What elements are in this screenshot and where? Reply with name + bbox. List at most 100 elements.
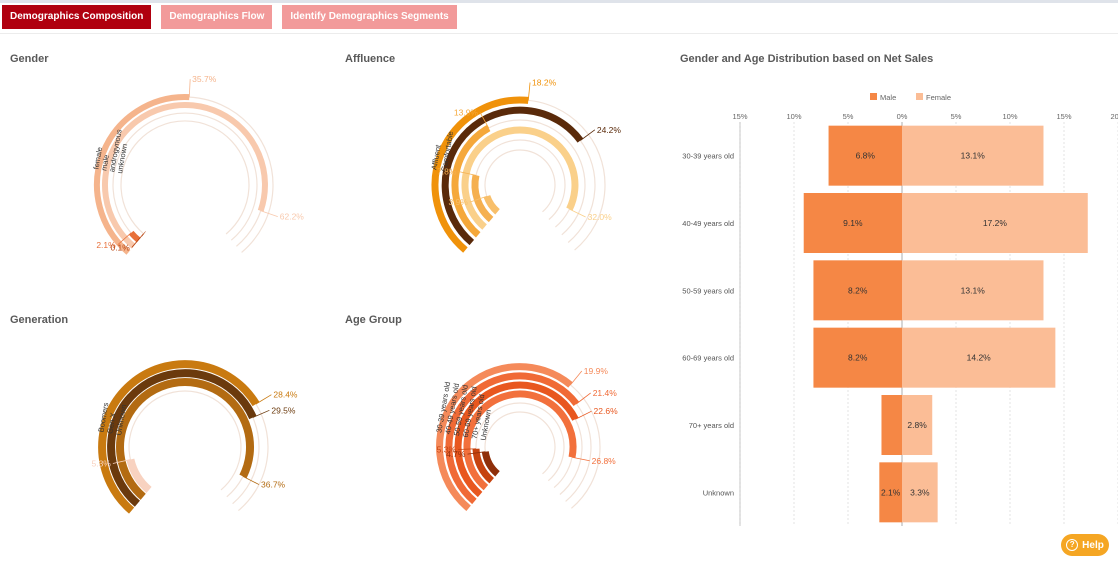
affluence-ring-track (484, 149, 556, 213)
generation-label-leader (242, 476, 260, 485)
category-label: Unknown (703, 488, 734, 497)
generation-ring-arc[interactable] (126, 458, 152, 493)
gender-label-leader (260, 210, 278, 217)
agegroup-ring-arc[interactable] (481, 451, 500, 477)
bar-male[interactable] (803, 193, 902, 253)
agegroup-label-leader (571, 456, 590, 462)
gender-category-label: female (91, 146, 104, 170)
gender-label-leader (117, 232, 132, 246)
agegroup-value-label: 5.3% (437, 444, 457, 454)
tab-separator (0, 33, 1118, 34)
affluence-radial-chart: 18.2%Affluent24.2%Comfortable13.9%32.0%7… (429, 77, 622, 253)
bar-female[interactable] (902, 260, 1044, 321)
bar-male-label: 6.8% (856, 151, 876, 161)
sheet-tabs: Demographics Composition Demographics Fl… (2, 5, 457, 29)
agegroup-label-leader (467, 451, 486, 455)
bar-male[interactable] (881, 395, 902, 455)
affluence-label-leader (469, 195, 487, 203)
agegroup-value-label: 21.4% (593, 388, 618, 398)
help-label: Help (1082, 539, 1104, 551)
gender-ring-arc[interactable] (93, 94, 190, 255)
bar-female[interactable] (902, 395, 933, 455)
legend-label-male: Male (880, 93, 896, 102)
top-border (0, 0, 1118, 3)
affluence-ring-arc[interactable] (451, 124, 491, 238)
agegroup-label-leader (576, 392, 591, 405)
category-label: 30-39 years old (682, 152, 734, 161)
gender-value-label: 35.7% (192, 74, 217, 84)
tab-demographics-composition[interactable]: Demographics Composition (2, 5, 152, 29)
category-label: 70+ years old (689, 421, 734, 430)
gender-ring-arc[interactable] (128, 230, 141, 243)
affluence-label-leader (580, 129, 596, 141)
agegroup-ring-arc[interactable] (454, 381, 579, 498)
affluence-value-label: 24.2% (597, 125, 622, 135)
bar-female[interactable] (902, 193, 1088, 253)
generation-value-label: 28.4% (273, 390, 298, 400)
bar-female[interactable] (902, 327, 1056, 388)
affluence-ring-arc[interactable] (441, 106, 584, 246)
legend-swatch-female (916, 93, 923, 100)
bar-male[interactable] (813, 260, 902, 321)
affluence-value-label: 32.0% (588, 212, 613, 222)
affluence-ring-arc[interactable] (461, 126, 579, 230)
agegroup-value-label: 22.6% (594, 406, 619, 416)
bar-female-label: 17.2% (983, 218, 1008, 228)
category-label: 40-49 years old (682, 219, 734, 228)
gender-value-label: 2.1% (96, 240, 116, 250)
generation-ring-arc[interactable] (107, 369, 257, 507)
x-tick-label: 10% (1002, 112, 1017, 121)
generation-category-label: Gen X (105, 412, 118, 435)
bar-male[interactable] (879, 462, 902, 523)
agegroup-value-label: 19.9% (584, 366, 609, 376)
bar-female[interactable] (902, 462, 938, 523)
bar-male[interactable] (813, 327, 902, 388)
gender-ring-arc[interactable] (102, 102, 268, 249)
gender-value-label: 62.2% (280, 212, 305, 222)
affluence-value-label: 7.8% (437, 166, 457, 176)
x-tick-label: 20% (1110, 112, 1118, 121)
bar-female-label: 13.1% (961, 285, 986, 295)
generation-ring-arc[interactable] (98, 360, 260, 514)
x-tick-label: 5% (951, 112, 962, 121)
agegroup-ring-arc[interactable] (436, 363, 573, 511)
affluence-label-leader (569, 208, 586, 218)
generation-ring-arc[interactable] (116, 378, 254, 500)
pyramid-title: Gender and Age Distribution based on Net… (680, 53, 934, 65)
x-tick-label: 15% (732, 112, 747, 121)
affluence-value-label: 3.9% (448, 197, 468, 207)
bar-female-label: 3.3% (910, 487, 930, 497)
gender-value-label: 0.1% (110, 242, 130, 252)
agegroup-label-leader (458, 448, 477, 450)
x-tick-label: 10% (786, 112, 801, 121)
affluence-ring-arc[interactable] (483, 194, 500, 215)
gender-label-leader (131, 233, 144, 248)
affluence-value-label: 18.2% (532, 77, 557, 87)
gender-title: Gender (10, 53, 49, 65)
agegroup-ring-arc[interactable] (445, 372, 580, 505)
affluence-ring-track (474, 139, 566, 220)
bar-female-label: 13.1% (961, 151, 986, 161)
agegroup-ring-arc[interactable] (472, 448, 495, 484)
affluence-label-leader (458, 171, 477, 176)
bar-female-label: 2.8% (907, 420, 927, 430)
bar-male-label: 2.1% (881, 487, 901, 497)
affluence-ring-arc[interactable] (431, 96, 529, 253)
bar-male[interactable] (828, 125, 902, 186)
x-tick-label: 5% (843, 112, 854, 121)
affluence-title: Affluence (345, 53, 396, 65)
affluence-label-leader (527, 82, 531, 101)
tab-demographics-flow[interactable]: Demographics Flow (161, 5, 273, 29)
gender-age-pyramid-chart: Male Female 15% 10% 5% 0% 5% 10% 15% 20% 30-39 yea… (682, 93, 1118, 526)
category-label: 50-59 years old (682, 286, 734, 295)
help-button[interactable]: ? Help (1061, 534, 1109, 556)
agegroup-ring-track (484, 411, 556, 475)
generation-label-leader (255, 394, 272, 405)
bar-female[interactable] (902, 125, 1044, 186)
generation-label-leader (112, 459, 131, 464)
agegroup-ring-arc[interactable] (463, 390, 577, 491)
x-tick-label: 15% (1056, 112, 1071, 121)
tab-identify-demographics-segments[interactable]: Identify Demographics Segments (282, 5, 457, 29)
agegroup-value-label: 26.8% (592, 456, 617, 466)
